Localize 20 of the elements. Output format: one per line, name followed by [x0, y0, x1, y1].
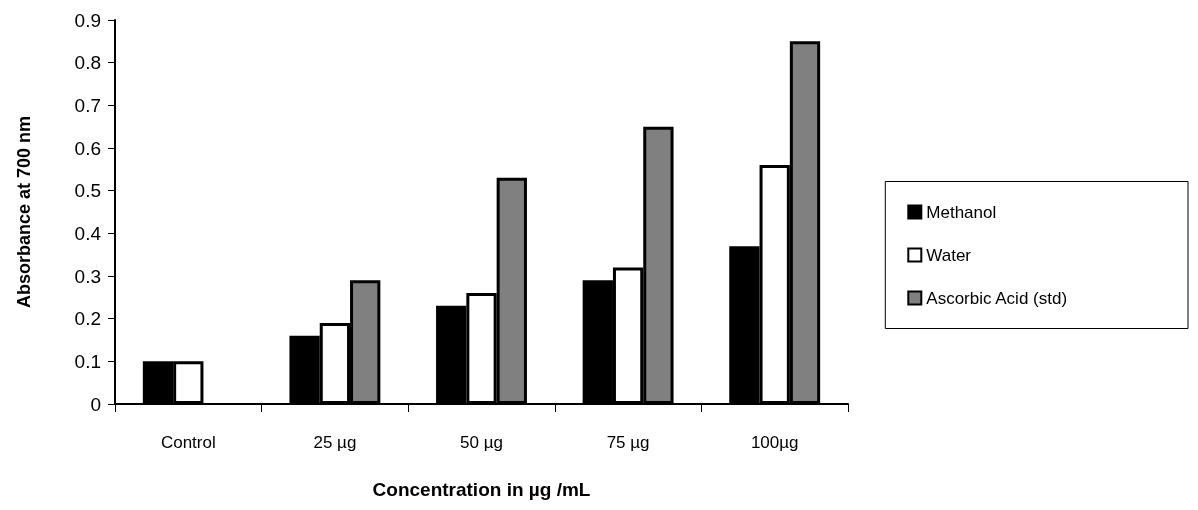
- y-axis-title: Absorbance at 700 nm: [14, 115, 34, 309]
- y-tick-label: 0.3: [74, 265, 101, 287]
- y-tick-label: 0.9: [74, 9, 101, 31]
- legend-label: Methanol: [926, 202, 997, 222]
- x-tick-label: Control: [160, 433, 216, 452]
- x-tick-label: 100µg: [750, 433, 799, 452]
- y-tick-label: 0.1: [74, 350, 101, 372]
- x-tick-label: 25 µg: [313, 433, 357, 452]
- y-tick-label: 0.7: [74, 94, 101, 116]
- x-tick-label: 75 µg: [606, 433, 650, 452]
- y-tick-label: 0.6: [74, 137, 101, 159]
- y-tick-label: 0.8: [74, 52, 101, 74]
- y-tick-label: 0.5: [74, 180, 101, 202]
- y-tick-label: 0: [90, 393, 101, 415]
- x-axis-title: Concentration in µg /mL: [372, 479, 591, 500]
- y-tick-label: 0.4: [74, 222, 102, 244]
- x-tick-label: 50 µg: [460, 433, 503, 452]
- legend-label: Water: [926, 245, 972, 265]
- y-tick-label: 0.2: [74, 308, 101, 330]
- legend-label: Ascorbic Acid (std): [926, 288, 1068, 308]
